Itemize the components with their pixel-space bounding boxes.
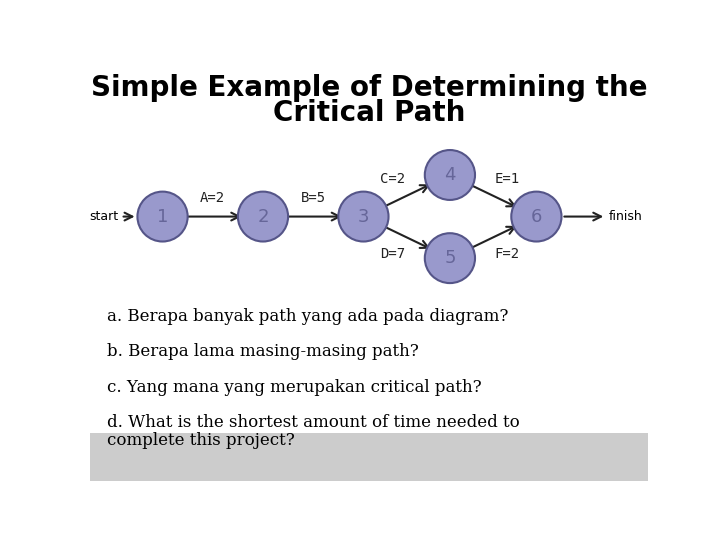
Ellipse shape	[138, 192, 188, 241]
Bar	[90, 433, 648, 481]
Ellipse shape	[425, 233, 475, 283]
Text: d. What is the shortest amount of time needed to: d. What is the shortest amount of time n…	[107, 414, 520, 431]
Text: 5: 5	[444, 249, 456, 267]
Text: A=2: A=2	[200, 191, 225, 205]
Text: C=2: C=2	[380, 172, 405, 186]
Ellipse shape	[511, 192, 562, 241]
Text: 1: 1	[157, 207, 168, 226]
Ellipse shape	[425, 150, 475, 200]
Text: finish: finish	[609, 210, 642, 223]
Text: 3: 3	[358, 207, 369, 226]
Text: 2: 2	[257, 207, 269, 226]
Text: c. Yang mana yang merupakan critical path?: c. Yang mana yang merupakan critical pat…	[107, 379, 482, 396]
Text: a. Berapa banyak path yang ada pada diagram?: a. Berapa banyak path yang ada pada diag…	[107, 308, 508, 325]
Text: Critical Path: Critical Path	[273, 99, 465, 126]
Text: Simple Example of Determining the: Simple Example of Determining the	[91, 73, 647, 102]
Text: D=7: D=7	[380, 247, 405, 261]
Text: E=1: E=1	[495, 172, 520, 186]
Text: 6: 6	[531, 207, 542, 226]
Text: B=5: B=5	[301, 191, 325, 205]
Text: start: start	[89, 210, 119, 223]
Text: 4: 4	[444, 166, 456, 184]
Text: complete this project?: complete this project?	[107, 432, 294, 449]
Ellipse shape	[338, 192, 389, 241]
Ellipse shape	[238, 192, 288, 241]
Text: b. Berapa lama masing-masing path?: b. Berapa lama masing-masing path?	[107, 343, 418, 360]
Text: F=2: F=2	[495, 247, 520, 261]
